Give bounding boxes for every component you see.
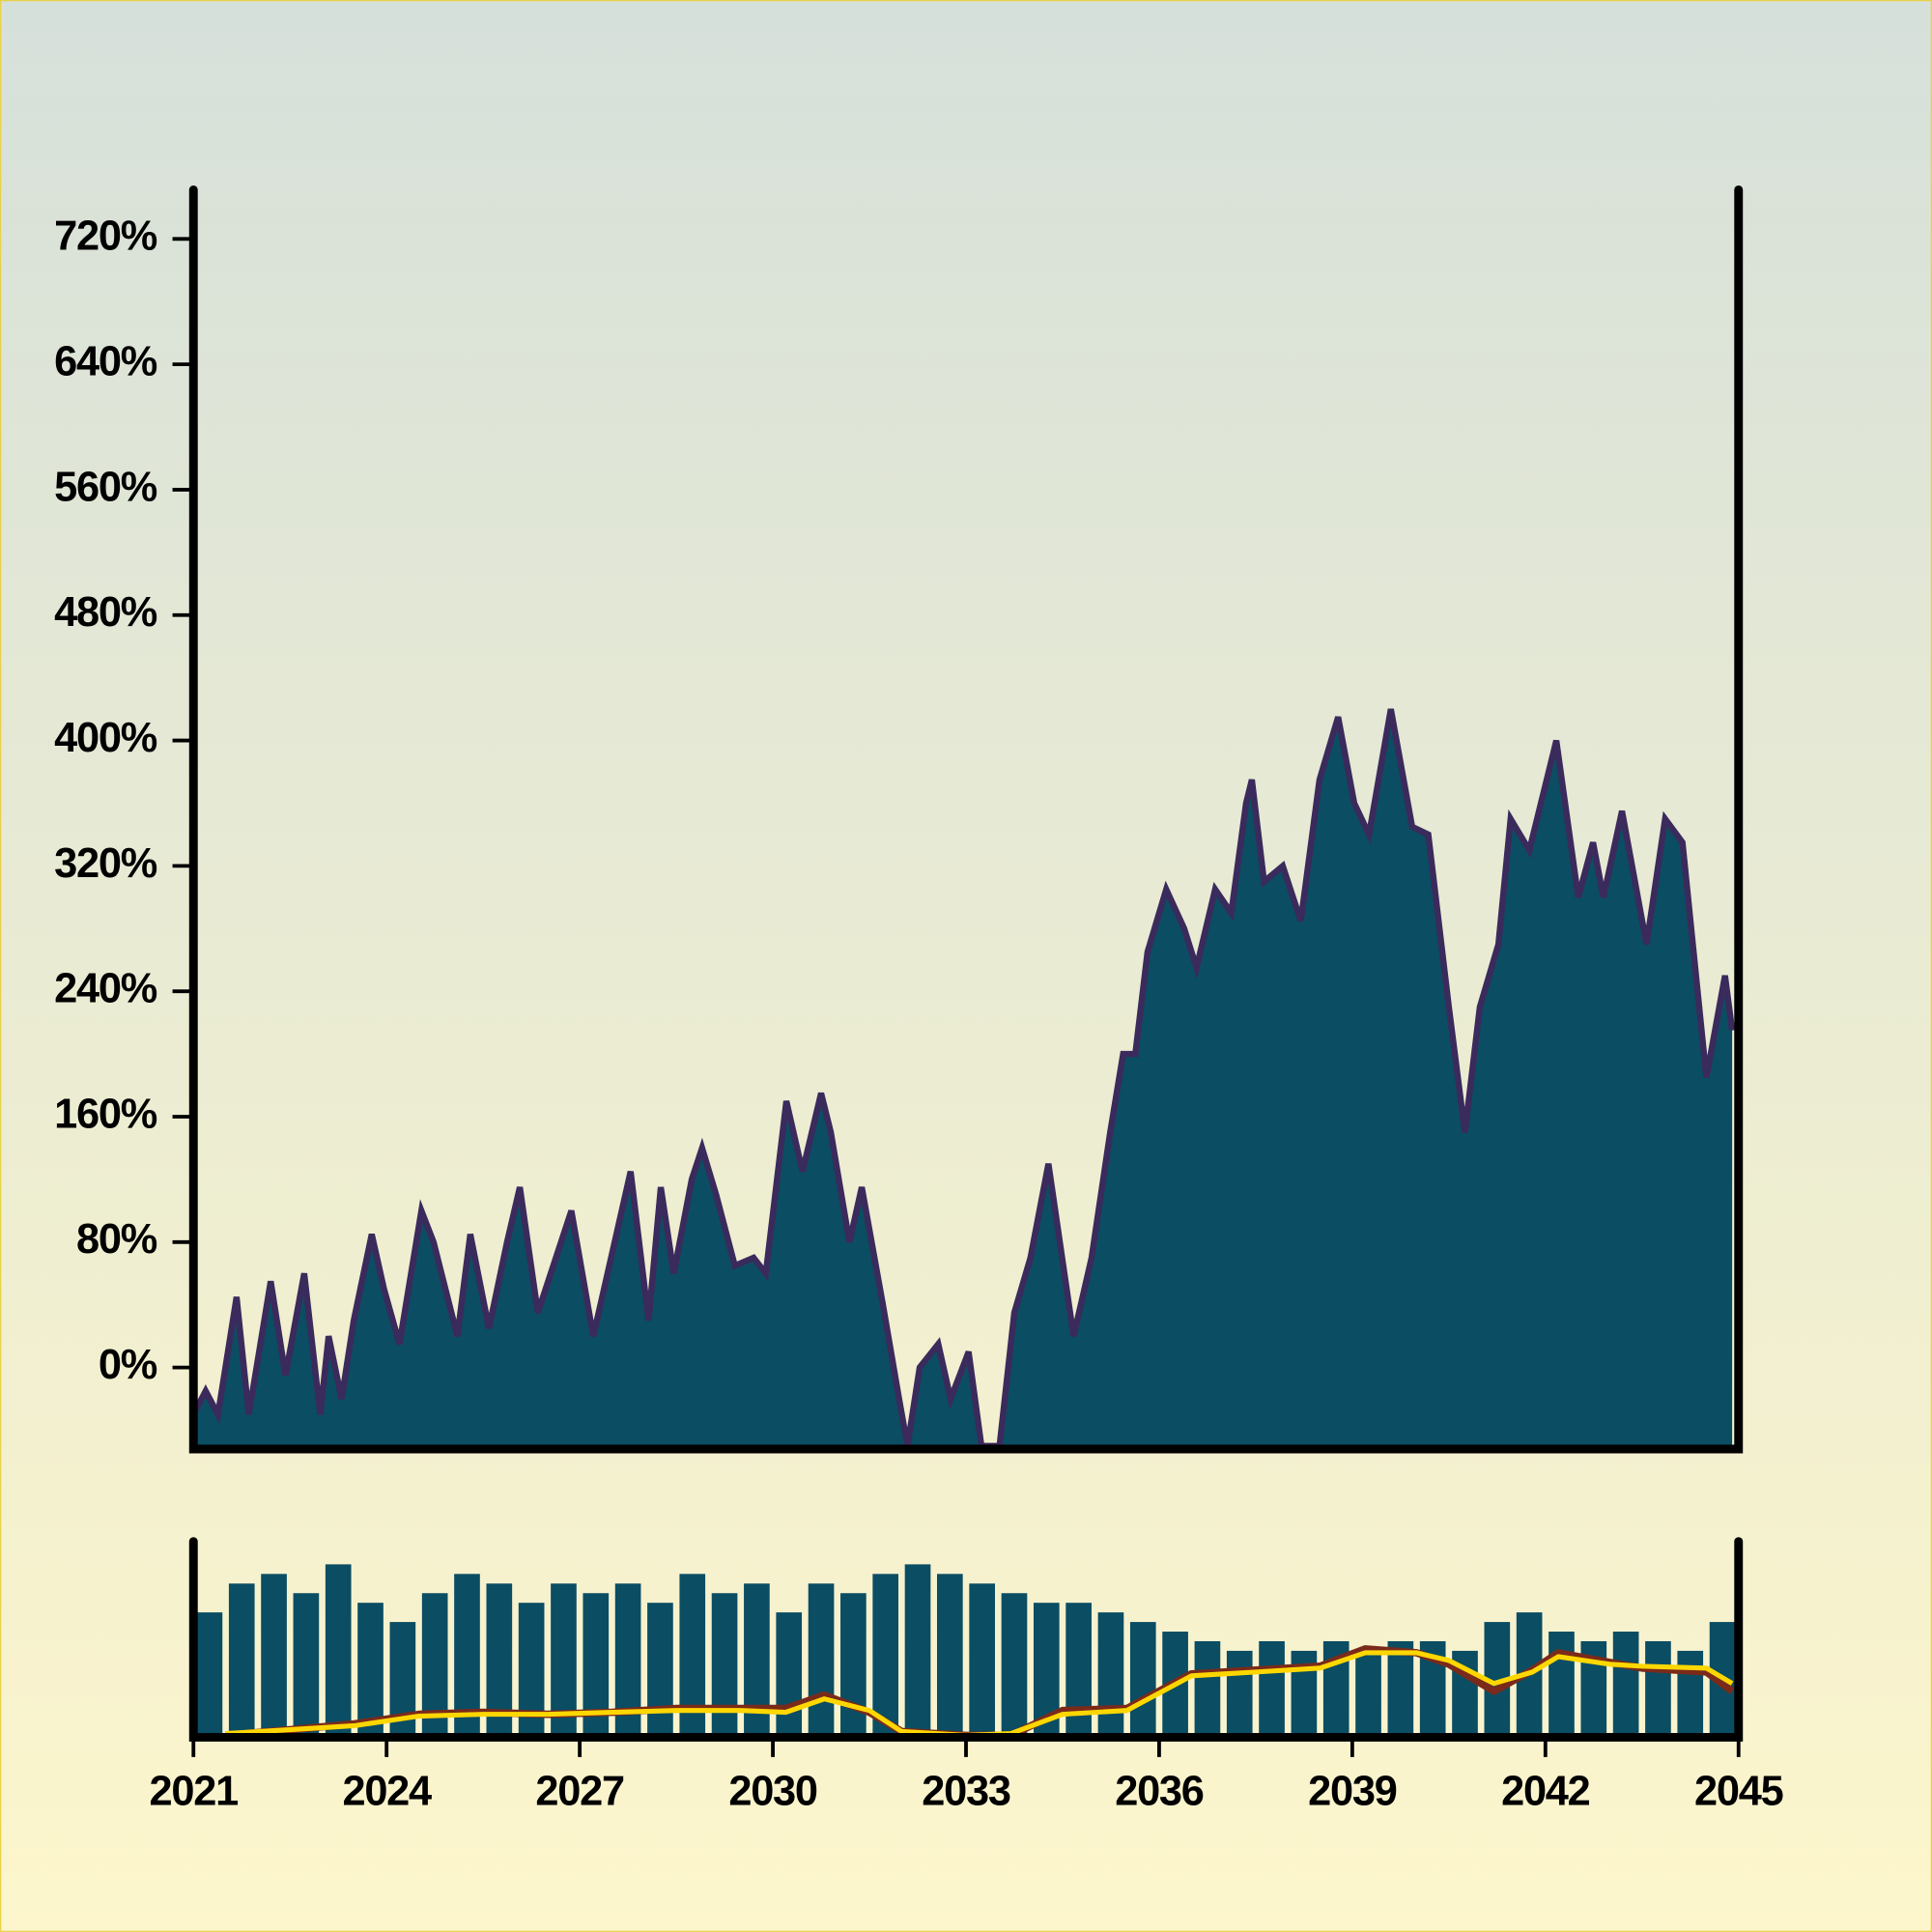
y-tick-label: 480%	[54, 589, 157, 636]
bar	[1355, 1650, 1381, 1738]
bar	[744, 1583, 770, 1738]
y-tick-label: 160%	[54, 1091, 157, 1137]
bar	[1387, 1640, 1414, 1738]
bar	[776, 1612, 803, 1738]
bar	[937, 1574, 963, 1738]
x-tick-label: 2042	[1501, 1769, 1590, 1815]
y-tick-label: 80%	[76, 1216, 157, 1263]
bar	[1065, 1603, 1092, 1738]
x-tick-label: 2024	[343, 1769, 433, 1815]
bar	[1548, 1632, 1575, 1738]
bar	[1194, 1640, 1221, 1738]
bar	[872, 1574, 899, 1738]
bar	[808, 1583, 835, 1738]
x-tick-label: 2039	[1308, 1769, 1397, 1815]
bar	[647, 1603, 673, 1738]
bar	[969, 1583, 995, 1738]
area-line	[190, 708, 1736, 1449]
y-tick-label: 320%	[54, 840, 157, 887]
y-tick-label: 0%	[99, 1342, 157, 1388]
bar	[1677, 1650, 1704, 1738]
axis-spine	[188, 185, 1744, 1454]
bar	[1259, 1640, 1285, 1738]
bar	[357, 1603, 384, 1738]
bar	[261, 1574, 287, 1738]
y-tick-label: 400%	[54, 715, 157, 761]
x-tick-label: 2021	[150, 1769, 239, 1815]
bar	[711, 1593, 738, 1738]
y-tick-label: 560%	[54, 464, 157, 510]
bar	[1001, 1593, 1028, 1738]
y-tick-label: 720%	[54, 213, 157, 260]
bar	[840, 1593, 867, 1738]
bar	[1226, 1650, 1253, 1738]
overlay-line	[225, 1650, 1734, 1738]
bar	[325, 1564, 352, 1738]
bar	[1612, 1632, 1639, 1738]
bar	[196, 1612, 223, 1738]
bar	[293, 1593, 320, 1738]
y-tick-label: 640%	[54, 339, 157, 385]
bar	[1645, 1640, 1671, 1738]
x-tick-label: 2030	[728, 1769, 817, 1815]
bar	[1097, 1612, 1124, 1738]
x-tick-label: 2027	[535, 1769, 624, 1815]
bar	[904, 1564, 931, 1738]
x-tick-label: 2045	[1694, 1769, 1783, 1815]
y-tick-label: 240%	[54, 966, 157, 1012]
x-tick-label: 2033	[922, 1769, 1010, 1815]
axis-spine	[188, 1537, 1744, 1742]
bar	[228, 1583, 255, 1738]
bar	[1129, 1622, 1156, 1738]
x-tick-label: 2036	[1115, 1769, 1204, 1815]
